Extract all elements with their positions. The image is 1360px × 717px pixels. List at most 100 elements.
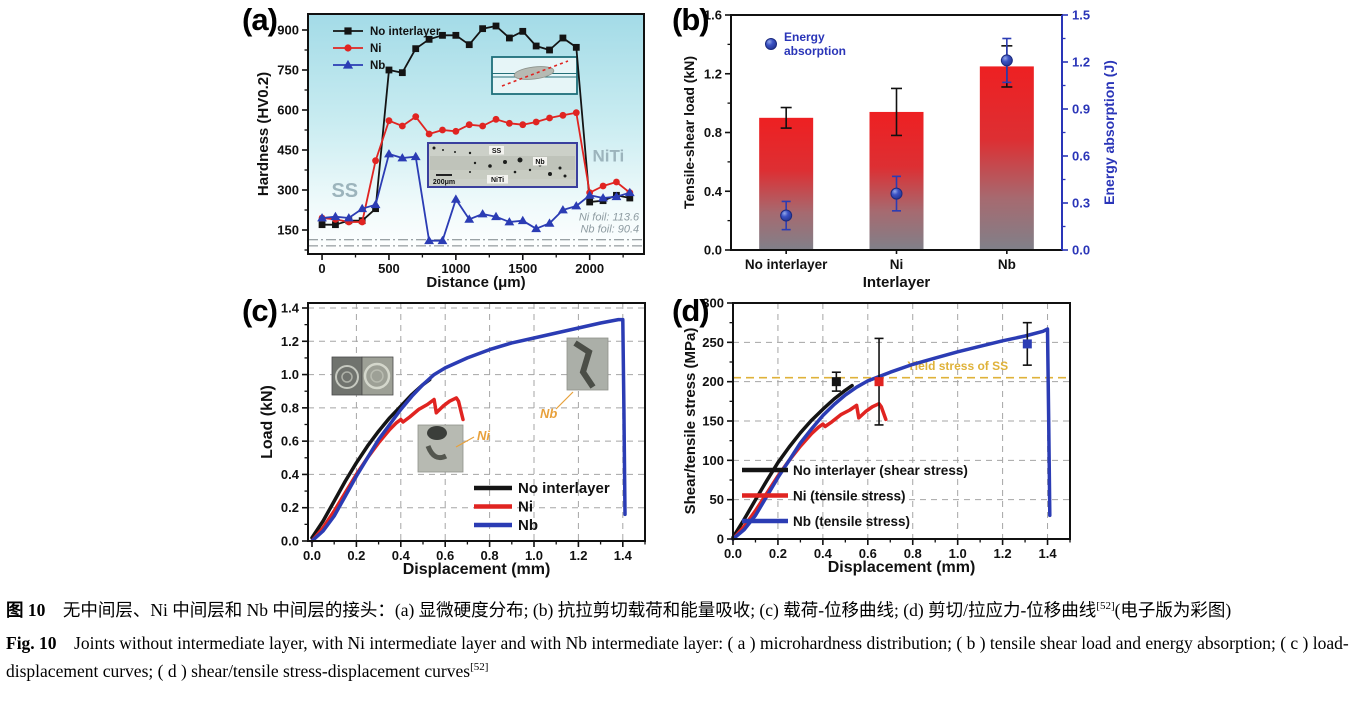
y-tick-label-right: 0.0 — [1072, 243, 1090, 258]
y-tick-label-right: 0.9 — [1072, 102, 1090, 117]
legend-energy-dot — [765, 38, 777, 50]
chart-shape — [487, 175, 508, 184]
annotation-leader-ni — [455, 436, 475, 448]
caption-en-ref: [52] — [470, 661, 489, 674]
legend-energy-line2: absorption — [784, 44, 846, 58]
marker-square — [519, 27, 527, 35]
marker-square — [425, 35, 433, 43]
marker-circle — [546, 114, 553, 122]
x-tick-label: 1.2 — [994, 546, 1012, 561]
y-tick-label: 600 — [277, 103, 299, 118]
x-tick-label: 1.2 — [569, 548, 587, 563]
y-tick-label: 450 — [277, 143, 299, 158]
sem-particle — [528, 168, 532, 172]
y-tick-label: 0.0 — [281, 534, 299, 549]
y-tick-label: 1.2 — [704, 66, 722, 81]
marker-square — [372, 205, 379, 213]
y-tick-label: 0.2 — [281, 500, 299, 515]
marker-circle — [439, 126, 446, 134]
y-tick-label: 1.6 — [704, 8, 722, 23]
energy-absorption-point — [1000, 54, 1013, 67]
marker-circle — [425, 130, 433, 138]
marker-triangle — [410, 151, 421, 161]
sem-particle — [468, 151, 472, 155]
caption-zh: 图 10 无中间层、Ni 中间层和 Nb 中间层的接头：(a) 显微硬度分布; … — [6, 596, 1354, 624]
x-tick-label: 0.4 — [814, 546, 833, 561]
chart-shape — [533, 157, 547, 166]
y-tick-label: 0 — [717, 532, 724, 547]
marker-triangle — [491, 211, 501, 221]
marker-square — [572, 43, 580, 51]
marker-circle — [519, 121, 527, 129]
y-tick-label: 300 — [277, 183, 299, 198]
x-axis-title-d: Displacement (mm) — [828, 559, 976, 576]
marker-square — [479, 25, 487, 33]
series-line-black — [310, 377, 432, 540]
panel-label-d: (d) — [672, 293, 710, 328]
marker-square — [385, 66, 393, 74]
x-tick-label: 0.6 — [859, 546, 877, 561]
sem-particle — [558, 166, 562, 170]
foil-note-ni: Ni foil: 113.6 — [579, 212, 640, 224]
marker-circle — [613, 178, 620, 186]
marker-square — [559, 34, 567, 42]
y-tick-label: 900 — [277, 23, 299, 38]
y-tick-label: 50 — [710, 492, 724, 507]
marker-square — [546, 46, 553, 54]
y-tick-label: 0.6 — [281, 434, 299, 449]
marker-circle — [572, 109, 580, 117]
marker-square — [626, 194, 634, 202]
chart-shape — [425, 445, 448, 461]
yield-stress-label: Yield stress of SS — [907, 359, 1008, 373]
y-tick-label: 1.2 — [281, 334, 299, 349]
panel-label-b: (b) — [672, 2, 710, 37]
plot-frame — [307, 302, 646, 542]
stress-point-black — [831, 377, 841, 387]
y-axis-title-d: Shear/tensile stress (MPa) — [682, 328, 699, 515]
marker-circle — [492, 115, 500, 123]
marker-circle — [599, 182, 607, 190]
annotation-leader-nb — [555, 391, 574, 410]
figure-caption: 图 10 无中间层、Ni 中间层和 Nb 中间层的接头：(a) 显微硬度分布; … — [6, 596, 1354, 685]
sem-label-ss: SS — [492, 148, 502, 155]
chart-shape — [430, 170, 575, 179]
legend-label: No interlayer — [518, 480, 610, 497]
x-tick-label: 0.2 — [769, 546, 787, 561]
marker-triangle — [330, 211, 341, 221]
y-tick-label: 750 — [277, 63, 299, 78]
caption-zh-text: 无中间层、Ni 中间层和 Nb 中间层的接头：(a) 显微硬度分布; (b) 抗… — [45, 600, 1097, 620]
chart-shape — [370, 369, 384, 383]
region-label-ss: SS — [331, 180, 358, 202]
marker-square — [505, 34, 513, 42]
x-tick-label: 2000 — [575, 261, 604, 276]
sem-scale-label: 200μm — [433, 179, 455, 186]
y-tick-label: 250 — [702, 335, 724, 350]
chart-shape — [573, 340, 596, 389]
y-axis-title-b-left: Tensile-shear load (kN) — [681, 56, 697, 209]
marker-triangle — [624, 187, 635, 197]
series-line-red — [322, 111, 631, 223]
marker-square — [532, 42, 540, 50]
y-tick-label-right: 1.2 — [1072, 55, 1090, 70]
y-tick-label: 0.8 — [704, 125, 722, 140]
x-tick-label: 1.0 — [525, 548, 543, 563]
sem-particle — [469, 171, 471, 173]
marker-circle — [412, 113, 420, 121]
panel-label-a: (a) — [242, 2, 278, 37]
marker-triangle — [437, 235, 448, 245]
x-tick-label: 1.4 — [1038, 546, 1057, 561]
y-axis-title-b-right: Energy absorption (J) — [1101, 60, 1117, 205]
caption-en-label: Fig. 10 — [6, 633, 57, 653]
x-tick-label: 0.8 — [481, 548, 499, 563]
chart-shape — [427, 426, 447, 440]
plot-frame — [307, 13, 645, 255]
marker-triangle — [317, 213, 327, 222]
y-tick-label-right: 0.6 — [1072, 149, 1090, 164]
x-axis-title-b: Interlayer — [863, 274, 931, 291]
marker-circle — [559, 111, 567, 119]
x-axis-title-a: Distance (μm) — [426, 274, 525, 291]
caption-en: Fig. 10 Joints without intermediate laye… — [6, 629, 1354, 685]
sem-scale-bar — [436, 174, 452, 176]
marker-triangle — [397, 153, 408, 162]
